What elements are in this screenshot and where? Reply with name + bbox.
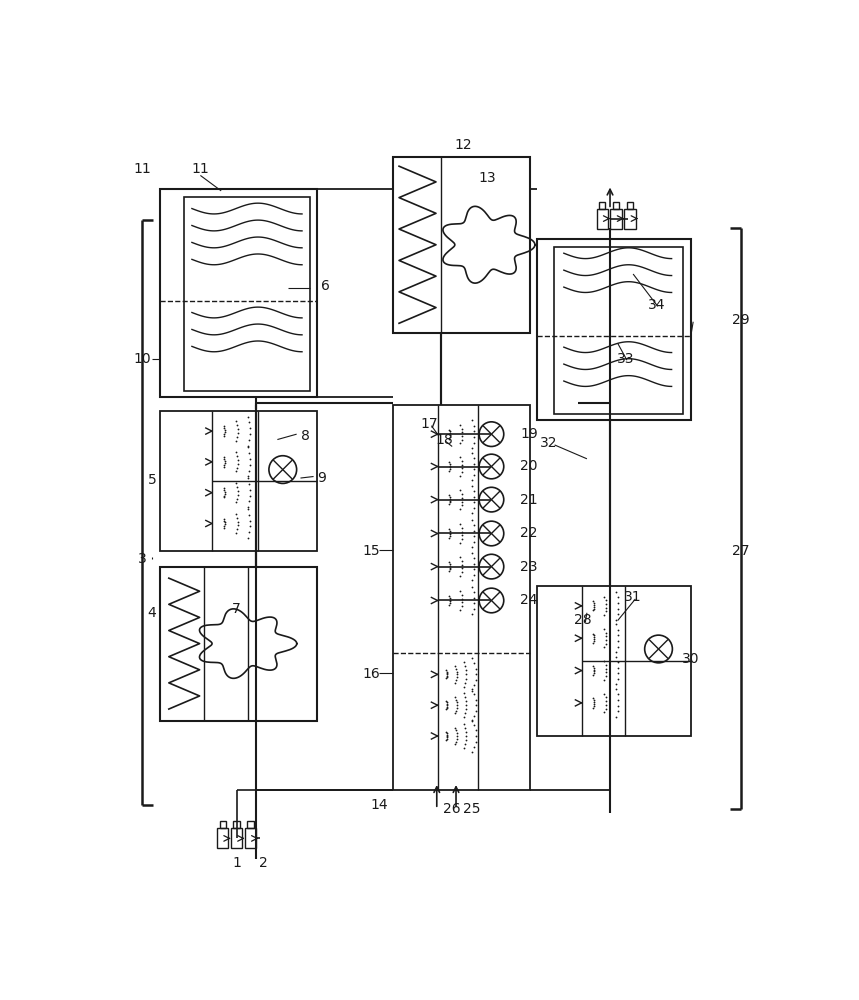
Text: 5: 5 [148,473,156,487]
Bar [217,828,228,848]
Text: 25: 25 [463,802,480,816]
Text: 13: 13 [478,171,496,185]
Text: 22: 22 [521,526,538,540]
Text: 29: 29 [732,313,750,327]
Text: 6: 6 [320,279,330,293]
Text: 26: 26 [443,802,461,816]
Bar [627,202,633,209]
Text: 17: 17 [420,417,438,431]
Text: 23: 23 [521,560,538,574]
Text: 7: 7 [232,602,241,616]
Bar [537,586,691,736]
Bar [613,202,619,209]
Text: 33: 33 [617,352,634,366]
Text: 21: 21 [521,493,538,507]
Bar [600,202,606,209]
Bar [393,405,530,790]
Bar [160,567,318,721]
Text: 9: 9 [317,471,326,485]
Bar [234,821,240,828]
Bar [554,247,683,414]
Text: 32: 32 [539,436,557,450]
Text: 11: 11 [133,162,150,176]
Bar [245,828,256,848]
Bar [624,209,636,229]
Bar [537,239,691,420]
Text: 1: 1 [232,856,241,870]
Bar [247,821,253,828]
Text: 28: 28 [575,613,592,628]
Text: 4: 4 [148,606,156,620]
Text: 10: 10 [133,352,150,366]
Text: 20: 20 [521,460,538,474]
Text: 12: 12 [455,138,472,152]
Bar [160,411,318,551]
Text: 18: 18 [436,433,454,447]
Text: 15: 15 [362,544,381,558]
Text: 14: 14 [370,798,387,812]
Text: 30: 30 [682,652,699,666]
Text: 31: 31 [624,590,642,604]
Text: 16: 16 [362,667,381,681]
Bar [596,209,608,229]
Text: 3: 3 [137,552,146,566]
Bar [231,828,242,848]
Bar [160,189,318,397]
Text: 34: 34 [648,298,665,312]
Text: 24: 24 [521,593,538,607]
Bar [611,209,622,229]
Bar [184,197,310,391]
Text: 2: 2 [259,856,268,870]
Bar [393,157,530,333]
Text: 11: 11 [192,162,210,176]
Text: 19: 19 [521,427,538,441]
Text: 8: 8 [302,429,310,443]
Bar [220,821,226,828]
Text: 27: 27 [732,544,750,558]
